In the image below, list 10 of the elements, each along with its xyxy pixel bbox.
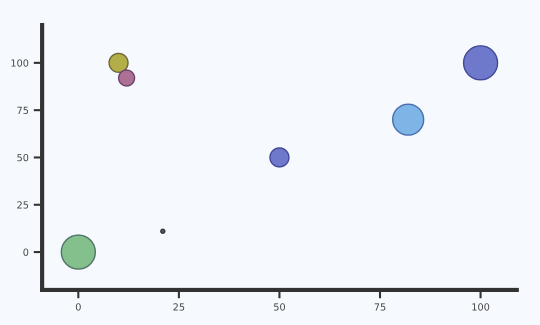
y-tick-label: 50 <box>17 154 28 162</box>
x-tick-label: 75 <box>374 303 386 311</box>
x-tick-label: 50 <box>274 303 285 311</box>
x-tick-label: 25 <box>173 303 184 311</box>
y-tick-label: 0 <box>23 248 28 256</box>
y-tick-label: 25 <box>17 201 28 209</box>
y-tick-label: 100 <box>11 59 28 67</box>
y-tick-label: 75 <box>17 106 28 114</box>
x-tick-label: 0 <box>76 303 81 311</box>
x-tick-label: 100 <box>472 303 490 311</box>
